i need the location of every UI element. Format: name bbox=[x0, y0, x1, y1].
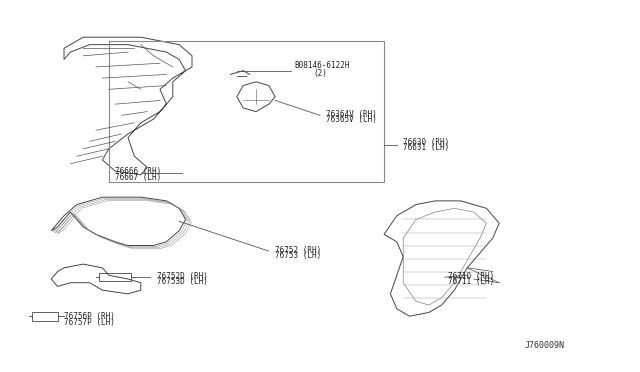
Text: 76753 (LH): 76753 (LH) bbox=[275, 251, 321, 260]
Text: 76753D (LH): 76753D (LH) bbox=[157, 277, 207, 286]
Text: 76666 (RH): 76666 (RH) bbox=[115, 167, 161, 176]
Text: J760009N: J760009N bbox=[525, 341, 564, 350]
Text: 76711 (LH): 76711 (LH) bbox=[448, 277, 494, 286]
Text: 76752 (RH): 76752 (RH) bbox=[275, 246, 321, 254]
Text: B08146-6122H: B08146-6122H bbox=[294, 61, 350, 70]
Bar bbox=[32, 312, 58, 321]
Text: 76757P (LH): 76757P (LH) bbox=[64, 318, 115, 327]
Text: 76630 (RH): 76630 (RH) bbox=[403, 138, 449, 147]
Text: 76752D (RH): 76752D (RH) bbox=[157, 272, 207, 280]
Text: 76756P (RH): 76756P (RH) bbox=[64, 312, 115, 321]
Text: 76365V (LH): 76365V (LH) bbox=[326, 115, 377, 124]
Bar bbox=[99, 273, 131, 281]
Text: (2): (2) bbox=[314, 69, 328, 78]
Text: 76631 (LH): 76631 (LH) bbox=[403, 143, 449, 152]
Text: 76667 (LH): 76667 (LH) bbox=[115, 173, 161, 182]
Bar bbox=[109, 41, 384, 182]
Text: 76364V (RH): 76364V (RH) bbox=[326, 110, 377, 119]
Text: 76710 (RH): 76710 (RH) bbox=[448, 272, 494, 280]
